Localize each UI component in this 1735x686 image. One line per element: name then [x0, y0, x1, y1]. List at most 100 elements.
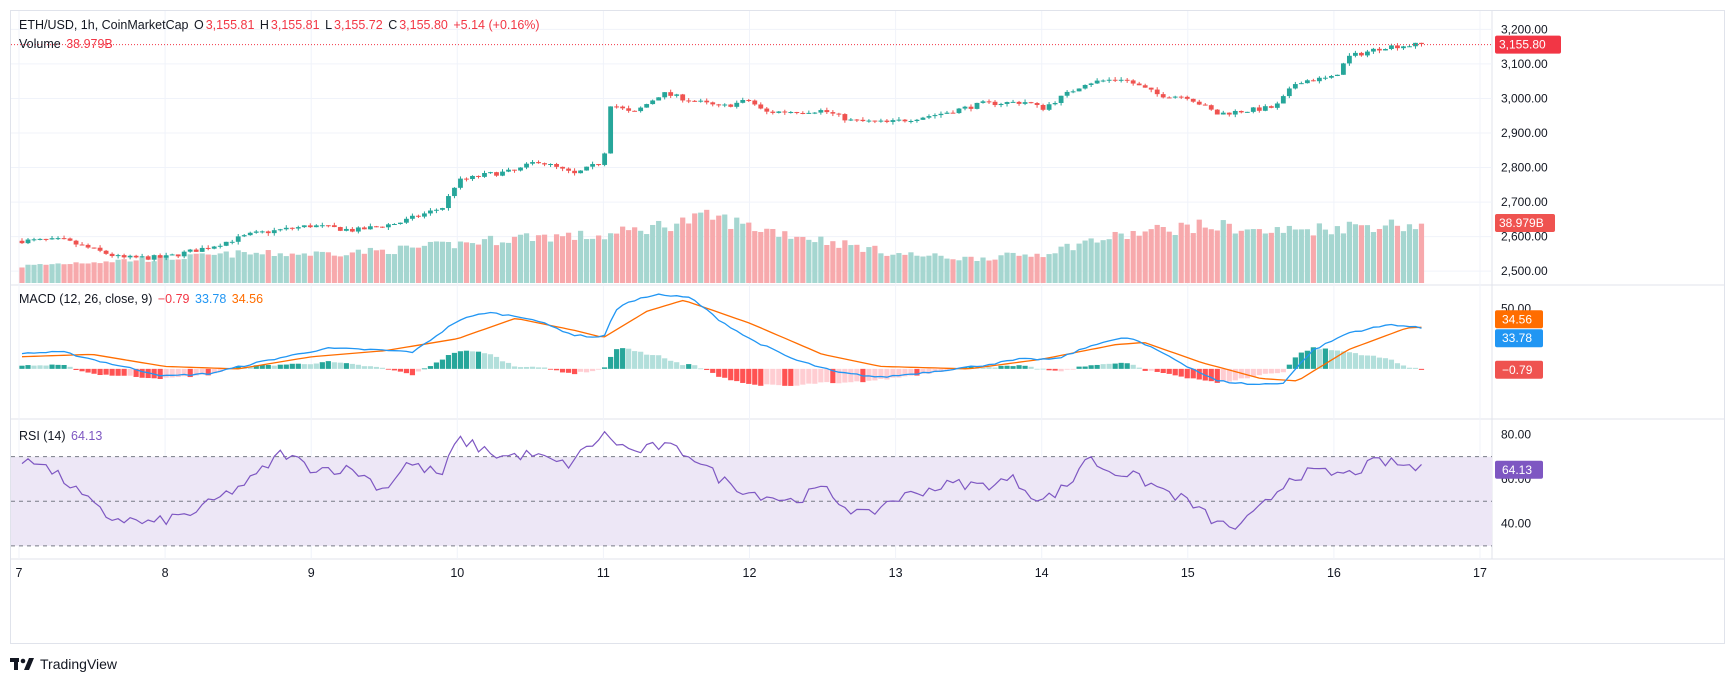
- chart-frame: 7 8 9 10 11 12 13 14 15 16 17 3,200.00 3,100.00 3,000…: [10, 10, 1725, 644]
- candle-body: [806, 112, 812, 114]
- volume-bar: [980, 257, 986, 283]
- candle-body: [494, 172, 499, 176]
- candles-layer: [19, 42, 1424, 262]
- volume-bar: [728, 228, 734, 283]
- volume-bar: [1058, 246, 1064, 283]
- macd-value: 33.78: [195, 292, 227, 306]
- volume-bar: [1172, 234, 1178, 283]
- volume-bar: [1130, 230, 1136, 283]
- volume-bar: [1262, 233, 1268, 283]
- symbol-title[interactable]: ETH/USD, 1h, CoinMarketCap: [19, 18, 189, 32]
- volume-bar: [85, 263, 91, 283]
- macd-histogram-bar: [836, 368, 842, 384]
- volume-bar: [1388, 219, 1395, 283]
- volume-bar: [1214, 230, 1220, 283]
- macd-histogram-bar: [1208, 368, 1214, 382]
- candle-body: [1118, 79, 1124, 81]
- macd-histogram-bar: [367, 366, 373, 369]
- macd-histogram-bar: [559, 368, 566, 373]
- macd-histogram-bar: [878, 368, 884, 379]
- macd-histogram-bar: [602, 367, 608, 369]
- volume-bar: [1208, 229, 1214, 283]
- volume-bar: [1010, 252, 1016, 283]
- candle-body: [205, 247, 211, 249]
- volume-bar: [553, 234, 560, 283]
- volume-bar: [1322, 229, 1328, 283]
- candle-body: [578, 170, 583, 174]
- volume-bar: [1100, 240, 1106, 283]
- candle-body: [295, 227, 301, 229]
- tradingview-footer[interactable]: TradingView: [10, 656, 117, 672]
- macd-histogram-bar: [782, 368, 788, 386]
- macd-histogram-bar: [800, 368, 806, 385]
- volume-bar: [499, 242, 506, 283]
- macd-histogram-bar: [505, 362, 512, 369]
- candle-body: [854, 119, 860, 121]
- candle-body: [1359, 52, 1364, 56]
- volume-bar: [529, 240, 536, 283]
- macd-label[interactable]: MACD (12, 26, close, 9): [19, 292, 153, 306]
- macd-histogram-bar: [824, 368, 830, 383]
- volume-bar: [253, 252, 259, 283]
- macd-tag-label: 34.56: [1502, 312, 1532, 326]
- candle-body: [127, 255, 133, 258]
- volume-bar: [487, 235, 494, 283]
- candle-body: [434, 209, 439, 211]
- volume-bar: [391, 254, 397, 283]
- volume-bar: [794, 236, 800, 283]
- candle-body: [1250, 107, 1256, 112]
- macd-histogram-bar: [283, 364, 289, 369]
- macd-histogram-bar: [926, 368, 932, 374]
- candle-body: [404, 218, 409, 223]
- volume-bar: [301, 253, 307, 283]
- candle-body: [938, 113, 944, 116]
- candle-body: [1094, 80, 1100, 84]
- candle-body: [43, 238, 49, 240]
- volume-bar: [511, 236, 518, 283]
- volume-bar: [722, 214, 728, 283]
- volume-bar: [878, 253, 884, 283]
- candle-body: [884, 120, 890, 122]
- macd-histogram-bar: [475, 351, 482, 369]
- volume-bar: [1418, 223, 1425, 283]
- macd-histogram-bar: [571, 368, 578, 375]
- rsi-label[interactable]: RSI (14): [19, 429, 66, 443]
- chart-canvas[interactable]: 7 8 9 10 11 12 13 14 15 16 17 3,200.00 3,100.00 3,000…: [11, 11, 1724, 643]
- rsi-legend: RSI (14) 64.13: [19, 429, 104, 443]
- volume-value: 38.979B: [66, 37, 113, 51]
- volume-bar: [974, 261, 980, 283]
- candle-body: [1401, 46, 1406, 49]
- candle-body: [596, 164, 602, 166]
- candle-body: [788, 112, 794, 114]
- macd-histogram-bar: [1286, 364, 1292, 369]
- volume-bar: [818, 236, 824, 283]
- volume-bar: [1340, 233, 1346, 283]
- macd-histogram-bar: [1418, 368, 1425, 370]
- candle-body: [247, 232, 253, 236]
- volume-bar: [1304, 229, 1310, 283]
- macd-histogram-bar: [1016, 365, 1022, 369]
- candle-body: [1298, 83, 1304, 85]
- volume-bar: [211, 254, 217, 283]
- candle-body: [638, 107, 644, 112]
- volume-bar: [1070, 250, 1076, 283]
- macd-histogram-bar: [1034, 368, 1040, 370]
- volume-bar: [1220, 220, 1226, 283]
- macd-legend: MACD (12, 26, close, 9) −0.79 33.78 34.5…: [19, 292, 265, 306]
- volume-bar: [73, 262, 79, 283]
- macd-histogram-bar: [710, 368, 716, 373]
- volume-bar: [686, 223, 692, 283]
- candle-body: [824, 110, 830, 113]
- macd-histogram-bar: [439, 359, 446, 369]
- candle-body: [1166, 97, 1172, 99]
- macd-histogram-bar: [842, 368, 848, 383]
- macd-histogram-bar: [890, 368, 896, 378]
- volume-bar: [1166, 231, 1172, 283]
- rsi-tick-label: 80.00: [1501, 427, 1531, 441]
- volume-bar: [523, 233, 530, 283]
- candle-body: [716, 104, 722, 106]
- volume-label[interactable]: Volume: [19, 37, 61, 51]
- macd-histogram-bar: [902, 368, 908, 377]
- candle-body: [866, 120, 872, 122]
- macd-histogram-bar: [854, 368, 860, 382]
